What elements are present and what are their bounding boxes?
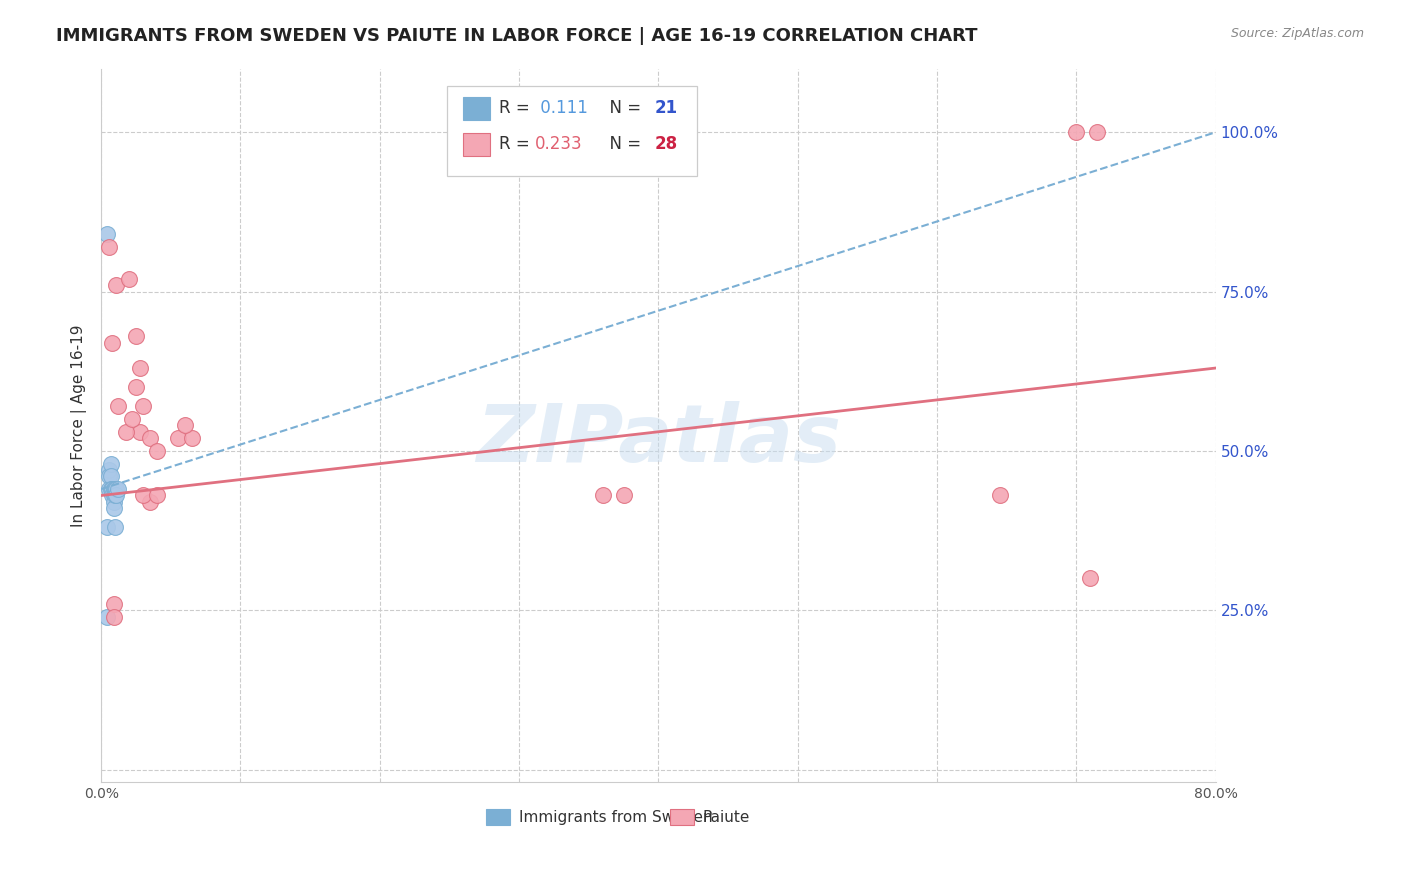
Point <box>98 482 121 496</box>
Point <box>103 482 125 496</box>
Y-axis label: In Labor Force | Age 16-19: In Labor Force | Age 16-19 <box>72 324 87 526</box>
Text: 28: 28 <box>655 136 678 153</box>
Text: Source: ZipAtlas.com: Source: ZipAtlas.com <box>1230 27 1364 40</box>
Point <box>101 482 124 496</box>
Bar <box>464 133 491 155</box>
Point <box>592 488 614 502</box>
Point <box>98 469 121 483</box>
Point <box>1085 125 1108 139</box>
Point <box>100 482 122 496</box>
Point <box>98 240 121 254</box>
Text: Paiute: Paiute <box>703 810 751 825</box>
Point <box>166 431 188 445</box>
Point <box>121 412 143 426</box>
Point <box>107 482 129 496</box>
Point <box>1066 125 1088 139</box>
Point <box>180 431 202 445</box>
Point <box>103 495 125 509</box>
Point <box>613 488 636 502</box>
Point <box>96 227 118 242</box>
Point <box>98 463 121 477</box>
Point <box>96 609 118 624</box>
Text: Immigrants from Sweden: Immigrants from Sweden <box>519 810 713 825</box>
Point <box>101 335 124 350</box>
Bar <box>464 97 491 120</box>
Point <box>107 399 129 413</box>
Text: 0.111: 0.111 <box>534 100 588 118</box>
Point <box>173 418 195 433</box>
Point <box>1078 571 1101 585</box>
Bar <box>669 809 695 825</box>
Text: N =: N = <box>599 136 647 153</box>
Point <box>146 443 169 458</box>
Point <box>101 488 124 502</box>
Text: 0.233: 0.233 <box>534 136 582 153</box>
Point <box>139 431 162 445</box>
Point <box>139 495 162 509</box>
Point <box>118 272 141 286</box>
Point <box>129 361 152 376</box>
Text: 21: 21 <box>655 100 678 118</box>
Text: R =: R = <box>499 100 536 118</box>
Point <box>125 329 148 343</box>
Point <box>146 488 169 502</box>
Point <box>104 482 127 496</box>
Point <box>103 501 125 516</box>
Point <box>104 488 127 502</box>
Point <box>96 520 118 534</box>
Point <box>132 488 155 502</box>
FancyBboxPatch shape <box>447 87 697 176</box>
Text: R =: R = <box>499 136 536 153</box>
Point <box>125 380 148 394</box>
Bar <box>485 809 510 825</box>
Point <box>105 482 128 496</box>
Text: N =: N = <box>599 100 647 118</box>
Point <box>105 488 128 502</box>
Point <box>104 520 127 534</box>
Text: ZIPatlas: ZIPatlas <box>475 401 841 479</box>
Point <box>105 278 128 293</box>
Point <box>100 469 122 483</box>
Point <box>100 457 122 471</box>
Point <box>103 609 125 624</box>
Point <box>115 425 138 439</box>
Point <box>103 488 125 502</box>
Text: IMMIGRANTS FROM SWEDEN VS PAIUTE IN LABOR FORCE | AGE 16-19 CORRELATION CHART: IMMIGRANTS FROM SWEDEN VS PAIUTE IN LABO… <box>56 27 977 45</box>
Point <box>103 597 125 611</box>
Point <box>132 399 155 413</box>
Point <box>129 425 152 439</box>
Point <box>988 488 1011 502</box>
